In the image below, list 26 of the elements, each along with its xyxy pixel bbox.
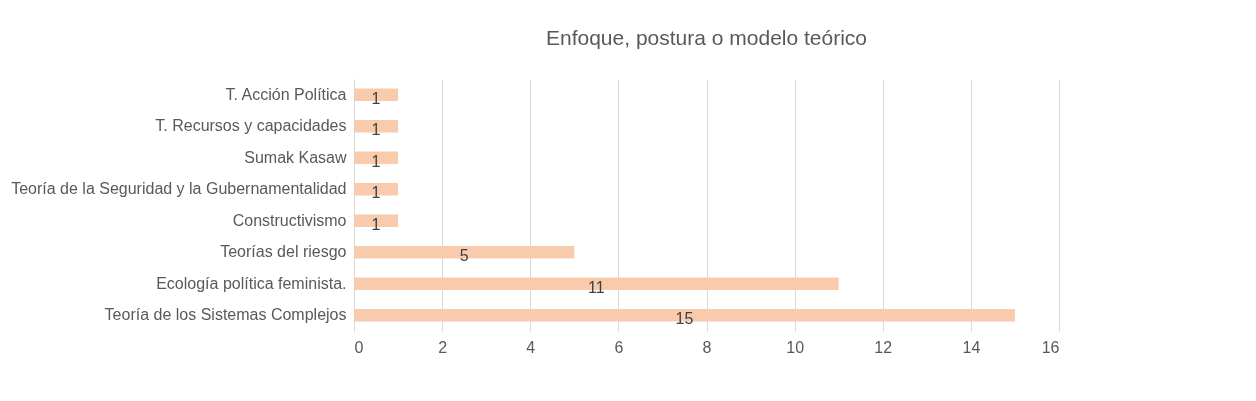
x-tick-label: 4 — [526, 338, 536, 356]
data-label: 5 — [459, 247, 469, 265]
y-tick-label: Teoría de los Sistemas Complejos — [104, 306, 347, 324]
data-label: 1 — [371, 184, 381, 202]
y-tick-label: Ecología política feminista. — [156, 274, 347, 292]
x-tick-label: 16 — [1041, 338, 1060, 356]
x-tick-label: 8 — [702, 338, 712, 356]
data-label: 1 — [371, 89, 381, 107]
y-tick-label: T. Recursos y capacidades — [155, 117, 347, 135]
chart-title: Enfoque, postura o modelo teórico — [545, 26, 868, 49]
x-tick-label: 10 — [786, 338, 805, 356]
data-label: 1 — [371, 121, 381, 139]
x-tick-label: 2 — [438, 338, 448, 356]
x-tick-label: 6 — [614, 338, 624, 356]
y-tick-label: T. Acción Política — [225, 85, 347, 103]
y-tick-label: Teorías del riesgo — [220, 243, 347, 261]
data-label: 11 — [588, 278, 605, 296]
y-tick-label: Teoría de la Seguridad y la Gubernamentalidad — [11, 180, 347, 198]
y-tick-label: Sumak Kasaw — [244, 148, 347, 166]
x-tick-label: 0 — [354, 338, 364, 356]
data-label: 1 — [371, 152, 381, 170]
data-label: 1 — [371, 215, 381, 233]
data-label: 15 — [675, 310, 694, 328]
x-tick-label: 14 — [962, 338, 981, 356]
y-tick-label: Constructivismo — [232, 211, 347, 229]
x-tick-label: 12 — [874, 338, 893, 356]
